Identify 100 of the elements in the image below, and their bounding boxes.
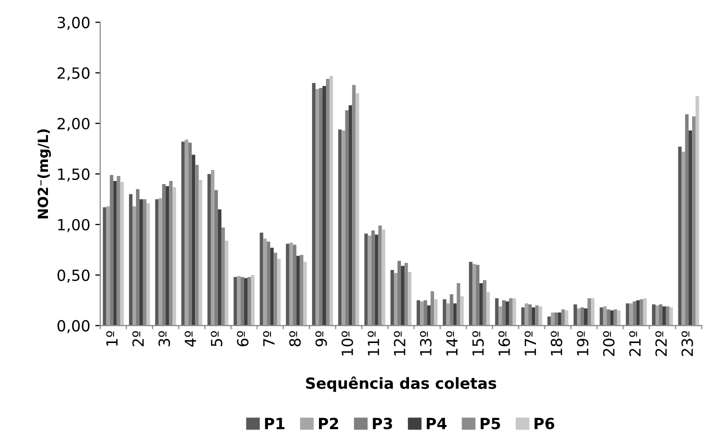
bar [181, 142, 185, 326]
legend-label: P3 [372, 418, 392, 430]
x-tick-label: 14º [446, 331, 458, 356]
bar [296, 256, 300, 326]
bar [394, 273, 398, 326]
bar [442, 299, 446, 326]
x-tick-label: 1º [106, 331, 118, 346]
bar [626, 303, 630, 326]
bar [564, 310, 568, 326]
bar [224, 240, 228, 326]
bar [636, 300, 640, 326]
bar [590, 298, 594, 326]
bar [643, 298, 647, 326]
x-tick-label: 16º [498, 331, 510, 356]
bar [688, 130, 692, 326]
bar [629, 303, 633, 326]
bar [479, 283, 483, 326]
bar [364, 234, 368, 326]
x-tick-label: 20º [603, 331, 615, 356]
bar [662, 306, 666, 326]
bar [538, 306, 542, 326]
bar [603, 306, 607, 326]
bar [577, 308, 581, 326]
y-tick-label: 0,50 [58, 270, 90, 283]
bar [338, 129, 342, 326]
bar [289, 242, 293, 326]
bar [374, 234, 378, 326]
bar [408, 272, 412, 326]
x-tick-label: 12º [394, 331, 406, 356]
x-tick-label: 15º [472, 331, 484, 356]
legend-label: P5 [480, 418, 500, 430]
y-tick-label: 0,00 [58, 320, 90, 334]
bar [486, 292, 490, 326]
bar [322, 86, 326, 326]
bar [172, 187, 176, 326]
bar [207, 174, 211, 326]
bar [584, 308, 588, 326]
y-tick-label: 1,50 [58, 168, 90, 182]
legend-label: P4 [426, 418, 447, 430]
bar [652, 304, 656, 326]
bar [329, 76, 333, 326]
x-axis-title: Sequência das coletas [306, 376, 496, 392]
x-tick-label: 23º [681, 331, 694, 356]
bar [460, 296, 464, 326]
bar [617, 310, 621, 326]
legend-label: P6 [534, 418, 554, 430]
x-tick-label: 5º [210, 331, 222, 346]
bar [146, 203, 150, 326]
bar [263, 238, 267, 326]
x-tick-label: 3º [158, 331, 170, 346]
x-tick-label: 18º [550, 331, 562, 356]
y-tick-label: 1,00 [58, 218, 90, 232]
bar [468, 262, 472, 326]
bar [277, 258, 281, 326]
bar [356, 93, 360, 326]
bar [682, 152, 686, 326]
bar [600, 307, 604, 326]
x-tick-label: 4º [184, 331, 196, 347]
bar [158, 198, 162, 326]
bar [382, 230, 386, 326]
bar [696, 96, 700, 326]
bar [558, 312, 562, 326]
bar [512, 298, 516, 326]
bar [446, 303, 450, 326]
x-tick-label: 13º [420, 331, 432, 356]
x-tick-label: 10º [342, 331, 354, 356]
bar [390, 270, 394, 326]
bar [678, 146, 682, 326]
bar [550, 312, 554, 326]
bar [106, 206, 110, 326]
y-tick-label: 2,50 [58, 67, 90, 80]
bar [521, 307, 525, 326]
x-tick-label: 2º [132, 331, 144, 346]
x-tick-label: 11º [368, 331, 380, 356]
bar [532, 307, 536, 326]
x-tick-label: 7º [263, 331, 274, 346]
y-tick-label: 2,00 [58, 118, 90, 131]
bar [610, 310, 614, 326]
bar [303, 262, 307, 326]
bar [237, 276, 241, 326]
bar [495, 298, 499, 326]
bar [102, 207, 106, 326]
bar [270, 248, 274, 326]
bar [416, 300, 420, 326]
bar [155, 199, 159, 326]
bar [210, 170, 214, 326]
bar [129, 194, 132, 326]
bar [120, 182, 124, 326]
bar [184, 140, 188, 326]
bar [427, 305, 431, 326]
bar [574, 304, 578, 326]
bar [251, 275, 255, 326]
x-tick-label: 21º [629, 331, 641, 356]
bar [472, 264, 476, 326]
bar [139, 199, 143, 326]
bar [218, 209, 222, 326]
x-tick-label: 8º [289, 331, 301, 346]
bar [132, 206, 136, 326]
bar [655, 305, 659, 326]
bar [166, 186, 170, 326]
